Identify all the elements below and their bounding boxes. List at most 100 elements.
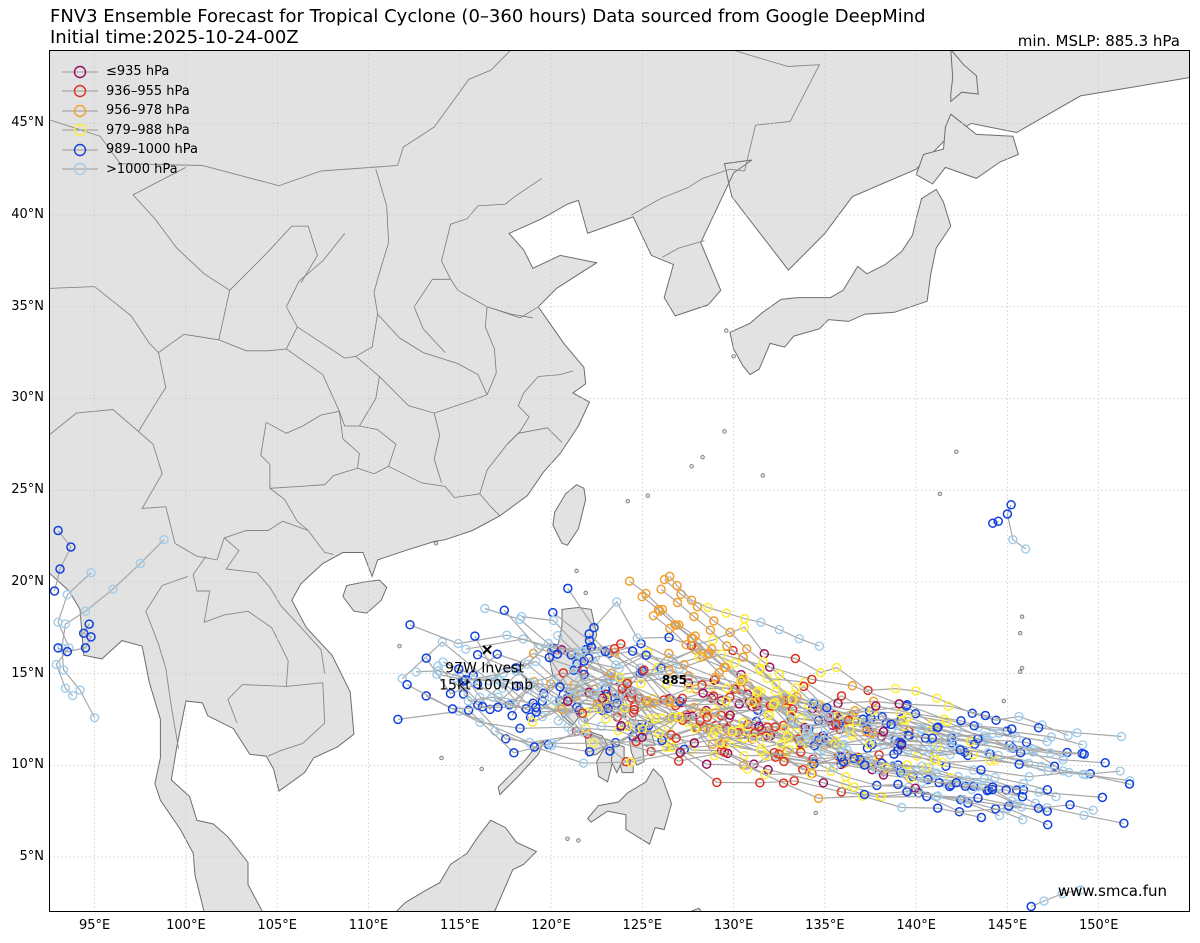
track-point (949, 732, 959, 742)
track-point (537, 712, 548, 722)
ensemble-track (664, 571, 825, 651)
track-point (762, 673, 773, 684)
track-point (1021, 544, 1031, 554)
track-point (1042, 736, 1052, 747)
track-point (596, 721, 607, 731)
track-point (807, 697, 818, 708)
ensemble-track (53, 619, 96, 657)
track-point (774, 669, 785, 680)
track-point (1124, 779, 1135, 789)
track-point (397, 674, 407, 684)
islet-13 (1001, 698, 1006, 704)
track-point (584, 635, 595, 646)
track-point (1039, 896, 1049, 906)
track-point (1116, 731, 1127, 742)
track-point (664, 697, 675, 708)
legend-item: ≤935 hPa (60, 62, 198, 82)
ensemble-track (656, 584, 847, 750)
track-point (654, 728, 664, 739)
track-point (886, 719, 896, 730)
track-point (577, 708, 588, 718)
track-point (903, 746, 913, 756)
map-frame[interactable]: 97W Invest 15kt 1007mb 885 (49, 50, 1190, 912)
track-point (1097, 792, 1108, 803)
track-point (893, 779, 903, 790)
lon-tick-label: 120°E (531, 918, 571, 933)
track-point (672, 580, 682, 591)
track-point (786, 710, 797, 720)
track-point (808, 698, 819, 709)
track-point (573, 648, 583, 658)
track-point (674, 712, 684, 723)
track-point (719, 662, 729, 673)
lat-tick-label: 25°N (11, 482, 44, 498)
track-point (613, 725, 623, 736)
islet-16 (1019, 614, 1025, 619)
track-point (614, 672, 625, 682)
ensemble-track (507, 677, 983, 792)
islet-14 (813, 810, 818, 816)
track-point (819, 740, 830, 750)
track-point (498, 668, 509, 678)
track-point (1002, 509, 1013, 519)
islet-7 (689, 464, 694, 469)
track-point (661, 742, 672, 753)
track-point (819, 735, 829, 745)
track-point (593, 703, 604, 714)
track-point (529, 677, 539, 687)
track-point (563, 583, 573, 594)
islet-6 (645, 493, 650, 498)
lat-tick-label: 45°N (11, 115, 44, 131)
track-point (646, 746, 656, 757)
track-point (1119, 818, 1129, 829)
islet-24 (724, 328, 729, 333)
legend-marker-icon (60, 122, 100, 138)
track-point (470, 631, 480, 641)
track-point (929, 755, 940, 765)
track-point (741, 644, 752, 654)
track-point (1017, 792, 1028, 802)
track-point (493, 702, 503, 712)
track-point (1065, 800, 1075, 810)
track-point (763, 764, 773, 775)
track-point (827, 720, 837, 730)
track-point (1014, 759, 1024, 770)
track-point (760, 769, 770, 780)
track-point (512, 681, 522, 691)
track-point (831, 719, 841, 730)
track-point (890, 683, 901, 694)
lon-tick-label: 125°E (622, 918, 663, 933)
track-point (706, 693, 717, 703)
track-point (709, 751, 720, 761)
lat-tick-label: 30°N (11, 390, 44, 406)
track-point (1016, 802, 1027, 812)
track-point (577, 727, 588, 737)
lon-tick-label: 115°E (439, 918, 480, 933)
track-point (748, 733, 758, 744)
track-point (664, 632, 674, 643)
islet-9 (574, 568, 579, 574)
track-point (612, 597, 622, 607)
track-point (664, 571, 675, 582)
track-point (531, 656, 541, 667)
track-point (1006, 500, 1016, 510)
track-point (639, 665, 649, 675)
track-point (858, 791, 868, 801)
track-point (525, 677, 535, 688)
track-point (712, 777, 722, 788)
track-point (840, 728, 850, 738)
land-japan (729, 188, 952, 376)
track-point (703, 602, 713, 613)
lat-tick-label: 35°N (11, 298, 44, 314)
track-point (991, 715, 1001, 725)
track-point (543, 638, 554, 649)
track-point (584, 746, 595, 757)
track-point (813, 793, 824, 804)
track-point (818, 744, 828, 755)
track-point (878, 726, 889, 737)
track-point (664, 665, 675, 676)
track-point (78, 628, 89, 638)
border-2 (145, 575, 188, 749)
